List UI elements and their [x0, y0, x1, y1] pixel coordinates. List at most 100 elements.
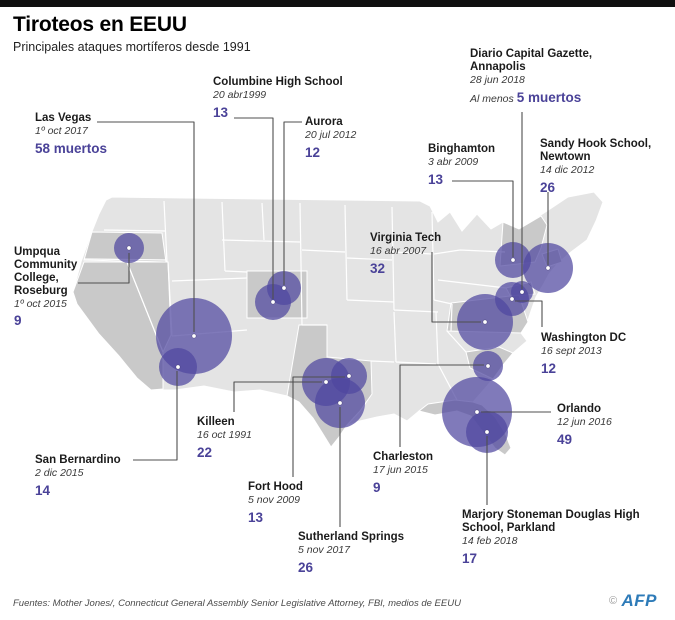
- event-name: Aurora: [305, 116, 343, 128]
- leader-line-columbine: [234, 117, 274, 299]
- event-date: 14 dic 2012: [540, 163, 595, 176]
- event-label-orlando: Orlando 12 jun 2016 49: [557, 403, 647, 447]
- event-label-binghamton: Binghamton 3 abr 2009 13: [428, 143, 518, 187]
- event-label-columbine: Columbine High School 20 abr1999 13: [213, 76, 373, 120]
- location-dot-umpqua: [126, 245, 132, 251]
- event-name: Binghamton: [428, 143, 496, 155]
- event-date: 16 abr 2007: [370, 244, 427, 257]
- event-name: Diario Capital Gazette, Annapolis: [470, 48, 593, 73]
- event-death-toll: 49: [557, 431, 573, 447]
- leader-lines: [78, 112, 551, 527]
- event-name: San Bernardino: [35, 454, 121, 466]
- event-death-toll: 13: [213, 104, 229, 120]
- leader-line-fort-hood: [292, 376, 345, 477]
- location-dot-binghamton: [510, 257, 516, 263]
- sources-note: Fuentes: Mother Jones/, Connecticut Gene…: [13, 598, 461, 609]
- event-date: 28 jun 2018: [470, 73, 525, 86]
- event-death-toll: 26: [298, 559, 314, 575]
- location-dot-aurora: [281, 285, 287, 291]
- event-death-toll: Al menos 5 muertos: [470, 90, 625, 106]
- leader-line-las-vegas: [97, 121, 195, 332]
- event-name: Fort Hood: [248, 481, 303, 493]
- event-label-san-bernardino: San Bernardino 2 dic 2015 14: [35, 454, 165, 498]
- event-label-killeen: Killeen 16 oct 1991 22: [197, 416, 287, 460]
- location-dot-fort-hood: [346, 373, 352, 379]
- afp-logo: AFP: [621, 591, 657, 610]
- location-dot-columbine: [270, 299, 276, 305]
- event-label-sandy-hook: Sandy Hook School, Newtown 14 dic 2012 26: [540, 138, 665, 195]
- event-death-toll: 9: [373, 479, 381, 495]
- event-date: 5 nov 2009: [248, 493, 300, 506]
- location-dot-orlando: [474, 409, 480, 415]
- event-name: Las Vegas: [35, 112, 92, 124]
- event-label-washington-dc: Washington DC 16 sept 2013 12: [541, 332, 656, 376]
- death-toll-qualifier: Al menos: [470, 92, 517, 105]
- event-name: Orlando: [557, 403, 602, 415]
- event-name: Charleston: [373, 451, 434, 463]
- event-name: Sutherland Springs: [298, 531, 405, 543]
- event-name: Marjory Stoneman Douglas High School, Pa…: [462, 509, 640, 534]
- event-name: Washington DC: [541, 332, 627, 344]
- event-death-toll: 58 muertos: [35, 140, 108, 156]
- event-label-virginia-tech: Virginia Tech 16 abr 2007 32: [370, 232, 480, 276]
- location-dot-las-vegas: [191, 333, 197, 339]
- event-death-toll: 32: [370, 260, 386, 276]
- location-dot-charleston: [485, 363, 491, 369]
- event-date: 17 jun 2015: [373, 463, 428, 476]
- event-label-charleston: Charleston 17 jun 2015 9: [373, 451, 463, 495]
- event-label-annapolis: Diario Capital Gazette, Annapolis 28 jun …: [470, 48, 625, 105]
- event-death-toll: 12: [541, 360, 557, 376]
- event-name: Umpqua Community College, Roseburg: [14, 246, 78, 297]
- leader-line-san-bernardino: [133, 371, 178, 461]
- location-dot-sutherland-springs: [337, 400, 343, 406]
- event-label-fort-hood: Fort Hood 5 nov 2009 13: [248, 481, 338, 525]
- leader-line-binghamton: [452, 180, 514, 257]
- event-death-toll: 14: [35, 482, 51, 498]
- leader-line-washington-dc: [515, 300, 543, 327]
- location-dot-killeen: [323, 379, 329, 385]
- event-death-toll: 17: [462, 550, 478, 566]
- page-subtitle: Principales ataques mortíferos desde 199…: [13, 40, 251, 54]
- death-toll-value: 5 muertos: [516, 89, 582, 105]
- location-dot-annapolis: [519, 289, 525, 295]
- event-date: 5 nov 2017: [298, 543, 350, 556]
- event-death-toll: 9: [14, 313, 22, 329]
- location-dot-virginia-tech: [482, 319, 488, 325]
- leader-line-umpqua: [78, 253, 130, 284]
- event-date: 20 abr1999: [213, 88, 267, 101]
- event-name: Virginia Tech: [370, 232, 442, 244]
- location-dot-sandy-hook: [545, 265, 551, 271]
- location-dot-parkland: [484, 429, 490, 435]
- leader-line-virginia-tech: [431, 252, 481, 323]
- event-date: 16 oct 1991: [197, 428, 252, 441]
- event-label-aurora: Aurora 20 jul 2012 12: [305, 116, 385, 160]
- event-date: 2 dic 2015: [35, 466, 84, 479]
- event-date: 1º oct 2015: [14, 297, 67, 310]
- event-name: Columbine High School: [213, 76, 343, 88]
- event-date: 20 jul 2012: [305, 128, 357, 141]
- event-death-toll: 22: [197, 444, 213, 460]
- event-name: Sandy Hook School, Newtown: [540, 138, 652, 163]
- event-date: 3 abr 2009: [428, 155, 479, 168]
- location-dot-washington-dc: [509, 296, 515, 302]
- location-dot-san-bernardino: [175, 364, 181, 370]
- event-date: 1º oct 2017: [35, 124, 88, 137]
- event-death-toll: 26: [540, 179, 556, 195]
- event-label-sutherland-springs: Sutherland Springs 5 nov 2017 26: [298, 531, 448, 575]
- event-death-toll: 12: [305, 144, 321, 160]
- top-black-bar: [0, 0, 675, 7]
- location-dots: [126, 245, 551, 435]
- copyright-icon: ©: [608, 595, 618, 607]
- event-death-toll: 13: [248, 509, 264, 525]
- leader-line-charleston: [399, 364, 484, 447]
- afp-credit: © AFP: [609, 591, 657, 611]
- event-label-umpqua: Umpqua Community College, Roseburg 1º oct…: [14, 246, 96, 328]
- page-title: Tiroteos en EEUU: [13, 13, 187, 36]
- event-death-toll: 13: [428, 171, 444, 187]
- event-date: 16 sept 2013: [541, 344, 602, 357]
- event-label-parkland: Marjory Stoneman Douglas High School, Pa…: [462, 509, 647, 566]
- event-date: 14 feb 2018: [462, 534, 518, 547]
- state-borders: [83, 200, 507, 401]
